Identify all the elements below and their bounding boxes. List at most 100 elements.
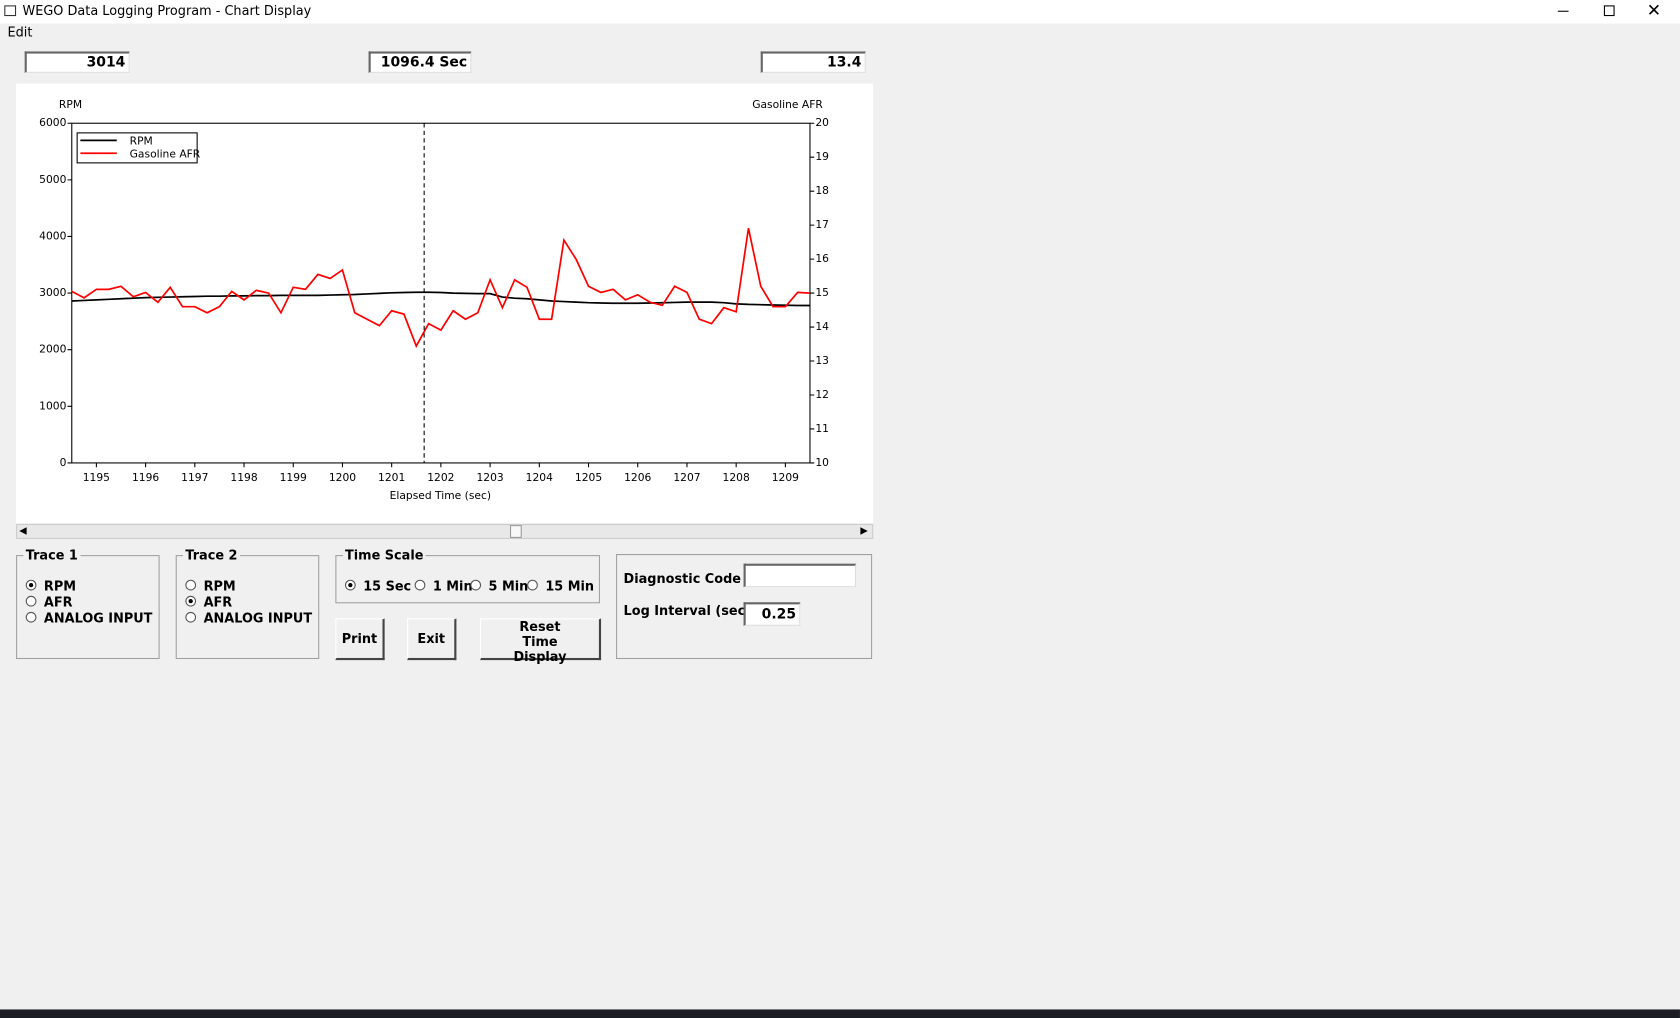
trace2-group: Trace 2 RPM AFR ANALOG INPUT	[175, 547, 320, 660]
minimize-button[interactable]	[1557, 10, 1569, 12]
y-tick-label: 1000	[39, 399, 66, 412]
title-bar: WEGO Data Logging Program - Chart Displa…	[0, 0, 1680, 24]
series-line	[71, 291, 810, 307]
radio-button[interactable]	[25, 579, 37, 591]
y-tick-label: 0	[60, 456, 67, 469]
x-tick-label: 1204	[526, 471, 553, 484]
x-tick-label: 1207	[673, 471, 700, 484]
time-scale-group: Time Scale 15 Sec 1 Min 5 Min 15 Min	[335, 547, 600, 604]
legend-box	[76, 132, 198, 164]
radio-option[interactable]: 15 Min	[527, 579, 594, 594]
x-tick-label: 1203	[476, 471, 503, 484]
radio-button[interactable]	[25, 611, 37, 623]
menu-item[interactable]: Edit	[7, 24, 33, 40]
x-tick-label: 1208	[723, 471, 750, 484]
radio-label: RPM	[43, 578, 77, 594]
x-tick-label: 1195	[83, 471, 110, 484]
group-title: Time Scale	[344, 547, 424, 563]
radio-label: 15 Min	[545, 578, 595, 594]
radio-option[interactable]: 5 Min	[470, 579, 528, 594]
scroll-left[interactable]: ◀	[19, 526, 27, 537]
x-tick-label: 1205	[575, 471, 602, 484]
radio-button[interactable]	[185, 579, 197, 591]
group-title: Trace 1	[25, 547, 78, 563]
radio-option[interactable]: RPM	[185, 578, 236, 594]
series-line	[71, 228, 811, 349]
x-tick-label: 1202	[427, 471, 454, 484]
group-title: Trace 2	[185, 547, 238, 563]
y-tick-label: 4000	[39, 229, 66, 242]
y2-tick-label: 14	[815, 320, 829, 333]
x-tick-label: 1201	[378, 471, 405, 484]
x-tick-label: 1200	[329, 471, 356, 484]
radio-button[interactable]	[470, 579, 482, 591]
diagnostic-group	[616, 554, 873, 660]
radio-button[interactable]	[185, 595, 197, 607]
radio-option[interactable]: ANALOG INPUT	[185, 611, 312, 626]
x-tick-label: 1196	[132, 471, 159, 484]
y2-tick-label: 15	[815, 286, 829, 299]
y2-axis-label: Gasoline AFR	[752, 98, 823, 111]
radio-button[interactable]	[527, 579, 538, 591]
radio-button[interactable]	[344, 579, 356, 591]
y2-tick-label: 17	[815, 218, 829, 231]
print-button[interactable]: Print	[335, 618, 385, 661]
radio-option[interactable]: 15 Sec	[344, 578, 412, 594]
radio-label: RPM	[203, 578, 236, 594]
diagnostic-label: Diagnostic Code	[623, 571, 742, 587]
radio-option[interactable]: RPM	[25, 578, 77, 594]
scroll-thumb[interactable]	[509, 525, 522, 538]
radio-option[interactable]: ANALOG INPUT	[25, 610, 153, 626]
y2-tick-label: 11	[815, 422, 829, 435]
taskbar	[0, 1009, 1680, 1018]
exit-button[interactable]: Exit	[407, 618, 457, 661]
y2-tick-label: 13	[815, 354, 829, 367]
log-interval-input[interactable]: 0.25	[743, 602, 801, 626]
radio-label: 5 Min	[488, 578, 529, 594]
x-tick-label: 1209	[772, 471, 799, 484]
y2-tick-label: 18	[815, 184, 829, 197]
radio-label: ANALOG INPUT	[203, 610, 313, 626]
y-tick-label: 5000	[39, 173, 66, 186]
radio-label: 1 Min	[432, 578, 473, 594]
y-tick-label: 3000	[39, 286, 66, 299]
reset-time-button[interactable]: Reset Time Display	[479, 618, 602, 664]
y2-tick-label: 20	[815, 116, 829, 129]
radio-button[interactable]	[185, 611, 197, 623]
radio-option[interactable]: AFR	[25, 594, 73, 610]
readout: 1096.4 Sec	[368, 51, 472, 73]
y-tick-label: 2000	[39, 343, 66, 356]
x-axis-label: Elapsed Time (sec)	[390, 489, 491, 502]
diagnostic-input[interactable]	[743, 563, 857, 588]
radio-option[interactable]: 1 Min	[414, 578, 473, 594]
legend-label: RPM	[130, 134, 153, 147]
close-button[interactable]: ✕	[1646, 0, 1662, 21]
y2-tick-label: 16	[815, 252, 829, 265]
radio-button[interactable]	[25, 595, 37, 607]
y-axis-label: RPM	[59, 98, 82, 111]
x-tick-label: 1198	[230, 471, 257, 484]
radio-option[interactable]: AFR	[185, 595, 232, 610]
y2-tick-label: 19	[815, 150, 829, 163]
x-tick-label: 1206	[624, 471, 651, 484]
scroll-right[interactable]: ▶	[860, 526, 868, 537]
trace1-group: Trace 1 RPM AFR ANALOG INPUT	[16, 547, 160, 660]
radio-label: 15 Sec	[363, 578, 412, 594]
radio-label: AFR	[203, 594, 233, 610]
y-tick-label: 6000	[39, 116, 66, 129]
radio-label: ANALOG INPUT	[43, 610, 153, 626]
readout: 3014	[24, 51, 130, 73]
app-icon	[4, 5, 17, 17]
radio-label: AFR	[43, 594, 73, 610]
restore-button[interactable]	[1603, 5, 1615, 17]
log-interval-label: Log Interval (sec)	[623, 603, 752, 619]
y2-tick-label: 12	[815, 388, 829, 401]
radio-button[interactable]	[414, 579, 426, 591]
scrollbar[interactable]: ◀ ▶	[16, 524, 874, 540]
y2-tick-label: 10	[815, 456, 829, 469]
legend-label: Gasoline AFR	[130, 147, 201, 160]
readout: 13.4	[760, 51, 866, 73]
